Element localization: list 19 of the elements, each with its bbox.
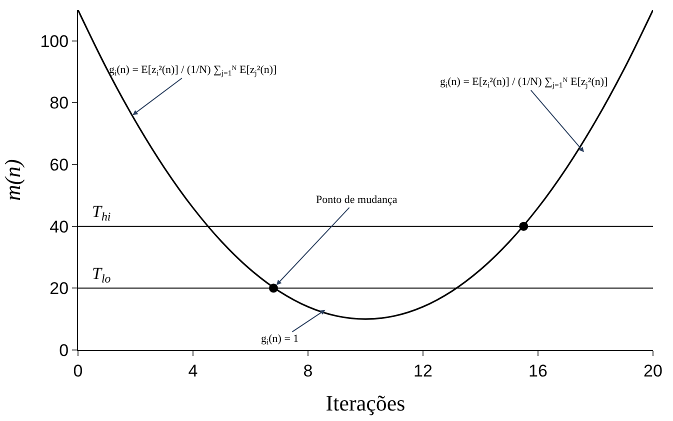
y-tick-label: 20 — [50, 279, 69, 298]
y-tick-label: 60 — [50, 156, 69, 174]
text: g$_{i}$(n) = E[z$_{i}$²(n)] / (1/N) ∑$_{j=1}$ᴺ E[z$_{j}$²(n)] — [440, 76, 608, 90]
y-tick-label: 0 — [59, 340, 69, 360]
ref-line-label: T$_{lo}$ — [92, 264, 111, 286]
ref-line-label: T$_{hi}$ — [92, 202, 111, 224]
x-axis-title: Iterações — [326, 390, 406, 416]
x-tick-label: 4 — [188, 361, 198, 380]
annotation: g$_{i}$(n) = 1 — [261, 333, 299, 346]
y-tick-label: 80 — [50, 94, 69, 113]
y-axis-title: m(n) — [0, 159, 25, 201]
annotation: Ponto de mudança — [316, 194, 398, 206]
x-tick-label: 16 — [528, 361, 548, 380]
x-tick-label: 12 — [414, 361, 432, 380]
x-tick-label: 20 — [644, 361, 662, 380]
x-tick-label: 0 — [73, 361, 83, 380]
x-tick-label: 8 — [303, 361, 313, 380]
y-tick-label: 100 — [40, 32, 69, 51]
y-tick-label: 40 — [50, 217, 69, 236]
